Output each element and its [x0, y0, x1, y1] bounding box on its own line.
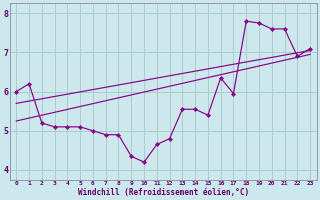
X-axis label: Windchill (Refroidissement éolien,°C): Windchill (Refroidissement éolien,°C) [78, 188, 249, 197]
